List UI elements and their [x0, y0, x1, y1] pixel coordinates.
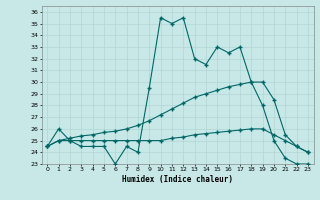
X-axis label: Humidex (Indice chaleur): Humidex (Indice chaleur): [122, 175, 233, 184]
